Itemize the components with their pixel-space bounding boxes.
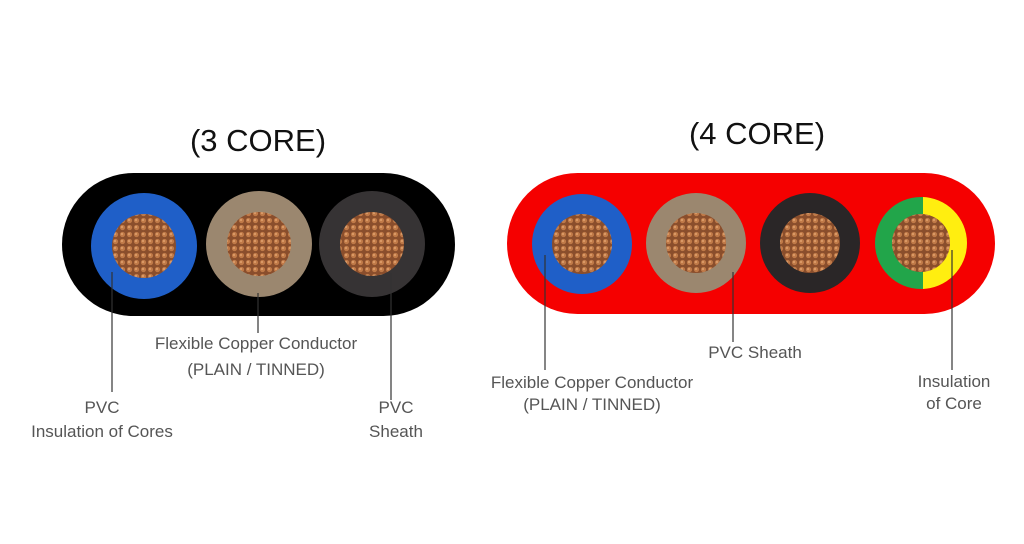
copper-conductor [340, 212, 404, 276]
four-core-outer-sheath [507, 173, 995, 314]
three-core-grey-core [319, 191, 425, 297]
sheath-label: PVC Sheath [708, 343, 802, 362]
conductor-label-line2: (PLAIN / TINNED) [187, 360, 325, 379]
copper-conductor [780, 213, 840, 273]
four-core-brown-core [646, 193, 746, 293]
copper-conductor [227, 212, 291, 276]
insulation-label-line2: of Core [926, 394, 982, 413]
conductor-label-line1: Flexible Copper Conductor [155, 334, 358, 353]
insulation-label-line1: Insulation [918, 372, 991, 391]
four-core-title: (4 CORE) [689, 116, 825, 151]
copper-conductor [112, 214, 176, 278]
sheath-label-line2: Sheath [369, 422, 423, 441]
four-core-blue-core [532, 194, 632, 294]
three-core-title: (3 CORE) [190, 123, 326, 158]
insulation-label-line2: Insulation of Cores [31, 422, 173, 441]
copper-conductor [666, 213, 726, 273]
insulation-label-line1: PVC [85, 398, 120, 417]
three-core-brown-core [206, 191, 312, 297]
conductor-label-line2: (PLAIN / TINNED) [523, 395, 661, 414]
copper-conductor [552, 214, 612, 274]
copper-conductor [892, 214, 950, 272]
conductor-label-line1: Flexible Copper Conductor [491, 373, 694, 392]
sheath-label-line1: PVC [379, 398, 414, 417]
four-core-black-core [760, 193, 860, 293]
three-core-blue-core [91, 193, 197, 299]
four-core-green-yellow-core [875, 197, 967, 289]
